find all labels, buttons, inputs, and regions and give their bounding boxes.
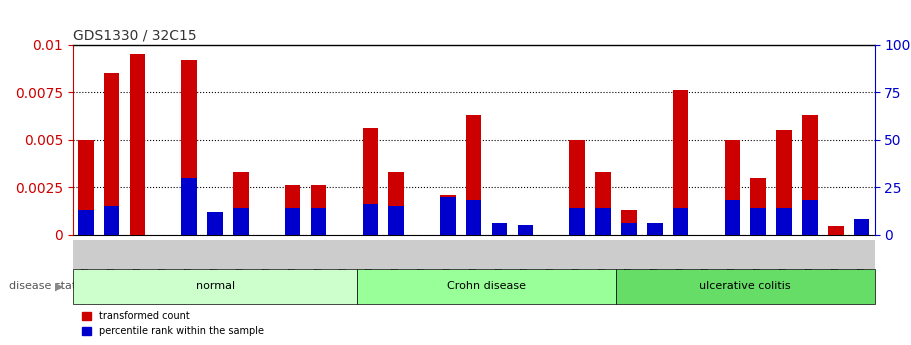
Bar [466,115,482,235]
Bar [208,232,223,235]
Bar [673,90,689,235]
Bar [388,172,404,235]
Bar [569,140,585,235]
Bar [311,185,326,235]
Bar [129,54,145,235]
Bar [776,208,792,235]
Text: ▶: ▶ [55,282,64,291]
Bar [440,197,456,235]
Text: normal: normal [196,282,235,291]
Bar [673,208,689,235]
Bar [492,223,507,235]
Bar [854,222,869,235]
Bar [388,206,404,235]
Bar [363,204,378,235]
Bar [751,178,766,235]
Legend: transformed count, percentile rank within the sample: transformed count, percentile rank withi… [77,307,268,340]
Bar [595,172,610,235]
Text: GDS1330 / 32C15: GDS1330 / 32C15 [73,28,197,42]
Text: ulcerative colitis: ulcerative colitis [700,282,791,291]
Text: Crohn disease: Crohn disease [447,282,527,291]
Bar [803,200,818,235]
Bar [104,73,119,235]
Bar [466,200,482,235]
Bar [285,208,301,235]
Bar [78,140,94,235]
Bar [208,212,223,235]
Bar [724,200,740,235]
Bar [181,178,197,235]
Bar [285,185,301,235]
Bar [233,172,249,235]
Bar [440,195,456,235]
Bar [311,208,326,235]
Bar [621,223,637,235]
Text: disease state: disease state [9,282,83,291]
Bar [517,228,533,235]
Bar [492,224,507,235]
Bar [803,115,818,235]
Bar [104,206,119,235]
Bar [828,226,844,235]
Bar [363,128,378,235]
Bar [78,210,94,235]
Bar [854,219,869,235]
Bar [181,60,197,235]
Bar [647,223,662,235]
Bar [569,208,585,235]
Bar [776,130,792,235]
Bar [233,208,249,235]
Bar [724,140,740,235]
Bar [517,225,533,235]
Bar [621,210,637,235]
Bar [751,208,766,235]
Bar [595,208,610,235]
